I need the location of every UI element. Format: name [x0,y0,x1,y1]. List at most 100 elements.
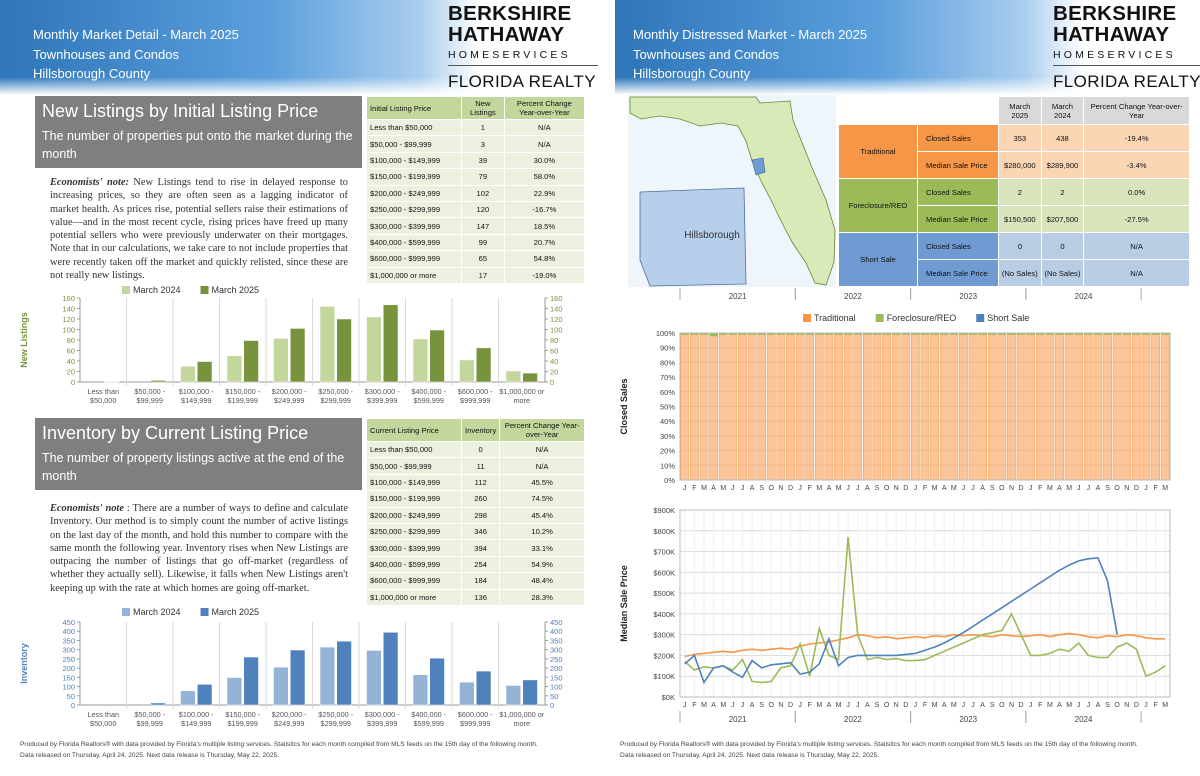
y2-tick-label: 20 [550,368,558,377]
column-header: Inventory [460,418,501,442]
column-header: Percent Change Year-over-Year [503,96,586,120]
bar [104,381,120,383]
bar [522,679,538,706]
bar [226,677,242,706]
x-tick-label: M [932,702,938,709]
table-row: $300,000 - $399,999 394 33.1% [366,539,585,557]
bar-segment [1151,334,1160,481]
table-row: $100,000 - $149,999 112 45.5% [366,473,585,492]
map-label: Hillsborough [684,230,740,241]
table-row: $600,000 - $999,999 184 48.4% [366,572,585,590]
x-tick-label: F [1153,702,1157,709]
x-tick-label: J [741,702,745,709]
x-tick-label: J [1144,702,1148,709]
x-tick-label: M [951,702,957,709]
table-cell: Closed Sales [917,124,999,152]
table-cell: 58.0% [503,168,586,186]
table-cell: -19.0% [503,266,586,284]
empty-header [838,96,918,125]
table-row: Median Sale Price $150,500 $207,500 -27.5% [839,205,1190,233]
y2-tick-label: 40 [550,357,558,366]
y-axis-title: Median Sale Price [619,565,629,642]
x-tick-label: A [711,702,716,709]
x-tick-label: J [1087,702,1091,709]
header-line: Townhouses and Condos [33,46,179,62]
table-row: Traditional Closed Sales 353 438 -19.4% [838,124,1190,179]
bar [366,650,382,706]
x-tick-label: J [1144,485,1148,492]
table-cell: 54.8% [503,250,586,268]
y-tick-label: 250 [62,655,75,664]
table-cell: 2 [1040,178,1085,206]
brand-text: HOMESERVICES [1053,49,1200,66]
table-row: $50,000 - $99,999 11 N/A [366,457,585,475]
x-tick-label: $600,000 - $999,999 [457,387,493,405]
bar [383,304,399,383]
column-header: Initial Listing Price [366,96,462,120]
footer-line: Produced by Florida Realtors® with data … [620,741,1138,748]
legend-label: Traditional [814,313,856,323]
bar [243,656,259,706]
section-title-box: Inventory by Current Listing Price The n… [35,418,362,490]
bar [290,328,306,383]
bar [412,674,429,706]
column-header: March 2024 [1040,96,1085,125]
table-cell: $400,000 - $599,999 [366,233,462,252]
table-cell: $250,000 - $299,999 [366,522,462,541]
bar-segment [709,335,718,481]
x-tick-label: $100,000 - $149,999 [178,710,214,728]
y-tick-label: $300K [653,631,675,640]
bar-segment [978,334,988,481]
bar-segment [795,334,805,481]
y-tick-label: $0K [662,693,675,702]
x-tick-label: M [720,702,726,709]
bar [290,649,306,706]
x-tick-label: N [778,485,783,492]
header-line: Hillsborough County [33,66,151,81]
table-cell: Median Sale Price [917,259,999,287]
y2-tick-label: 0 [550,378,554,387]
year-label: 2021 [729,715,747,724]
bar [412,338,429,383]
table-cell: -19.4% [1083,124,1190,152]
table-cell: 45.4% [499,506,585,524]
x-tick-label: S [759,485,764,492]
x-tick-label: A [1096,702,1101,709]
table-cell: 1 [461,118,505,137]
bar-segment [1035,334,1045,481]
note-label: Economists' note: [50,177,129,188]
x-tick-label: F [808,485,812,492]
x-tick-label: $1,000,000 or more [499,387,545,405]
x-tick-label: $250,000 - $299,999 [318,710,354,728]
table-cell: 0 [1040,232,1085,260]
table-cell: 184 [460,572,501,590]
bar [273,338,289,383]
x-tick-label: M [932,485,938,492]
y-tick-label: 30% [660,432,675,441]
y-tick-label: 450 [62,618,75,627]
x-tick-label: J [1077,702,1081,709]
table-row: $300,000 - $399,999 147 18.5% [366,217,586,235]
brand-text: FLORIDA REALTY [448,72,596,91]
x-tick-label: J [971,702,975,709]
bar-segment [997,334,1007,481]
year-label: 2023 [959,715,977,724]
x-tick-label: F [923,485,927,492]
bar-segment [1083,334,1093,481]
legend-label: March 2025 [212,285,260,295]
bar [150,380,166,383]
group-label: Traditional [838,124,918,179]
x-tick-label: D [788,485,793,492]
x-tick-label: A [865,702,870,709]
x-tick-label: F [692,702,696,709]
brand-logo: BERKSHIRE HATHAWAY HOMESERVICES FLORIDA … [448,3,598,92]
header-line: Monthly Market Detail - March 2025 [33,27,239,42]
y2-tick-label: 80 [550,336,558,345]
legend-marker [803,314,811,322]
economists-note: Economists' note: New Listings tend to r… [50,176,348,282]
bar-segment [959,334,968,481]
table-cell: -3.4% [1083,151,1190,179]
x-tick-label: J [962,485,966,492]
x-tick-label: D [1019,485,1024,492]
